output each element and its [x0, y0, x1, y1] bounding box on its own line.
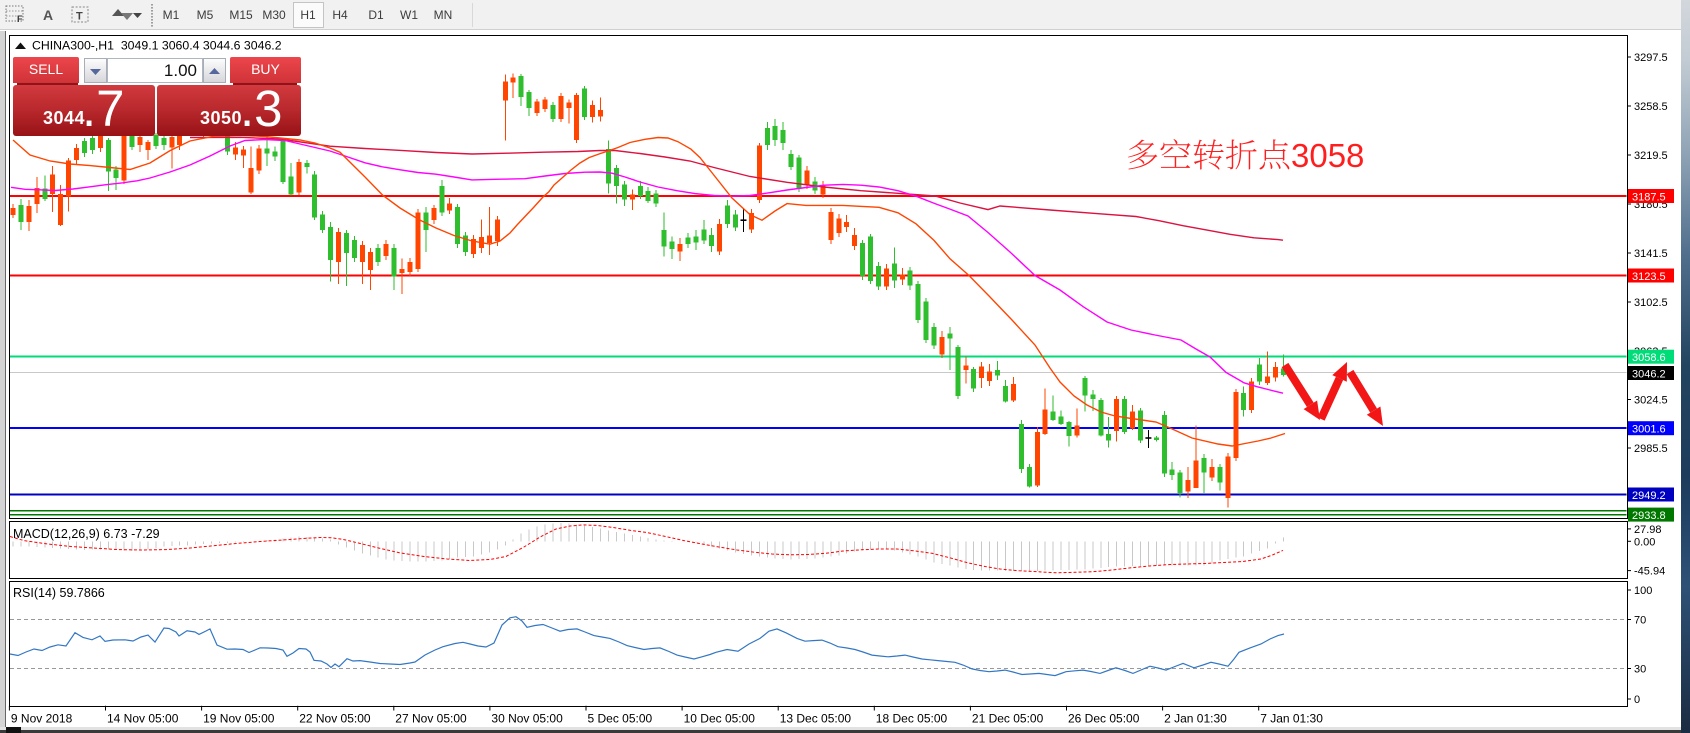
- svg-text:3258.5: 3258.5: [1634, 101, 1668, 113]
- svg-text:22 Nov 05:00: 22 Nov 05:00: [299, 712, 371, 726]
- svg-text:13 Dec 05:00: 13 Dec 05:00: [780, 712, 852, 726]
- svg-text:3024.5: 3024.5: [1634, 395, 1668, 407]
- svg-text:9 Nov 2018: 9 Nov 2018: [11, 712, 73, 726]
- svg-text:3058.6: 3058.6: [1632, 352, 1666, 364]
- svg-text:27.98: 27.98: [1634, 524, 1662, 536]
- svg-text:2949.2: 2949.2: [1632, 490, 1666, 502]
- svg-text:3001.6: 3001.6: [1632, 424, 1666, 436]
- svg-text:3141.5: 3141.5: [1634, 248, 1668, 260]
- svg-text:2933.8: 2933.8: [1632, 510, 1666, 522]
- svg-text:7 Jan 01:30: 7 Jan 01:30: [1260, 712, 1323, 726]
- svg-text:19 Nov 05:00: 19 Nov 05:00: [203, 712, 275, 726]
- svg-text:10 Dec 05:00: 10 Dec 05:00: [684, 712, 756, 726]
- svg-text:3046.2: 3046.2: [1632, 369, 1666, 381]
- svg-text:CHINA300-,H1 3049.1 3060.4 30: CHINA300-,H1 3049.1 3060.4 3044.6 3046.2: [32, 39, 282, 53]
- svg-text:F: F: [17, 14, 23, 24]
- svg-text:3058: 3058: [1291, 137, 1364, 174]
- svg-text:5 Dec 05:00: 5 Dec 05:00: [588, 712, 653, 726]
- svg-text:2985.5: 2985.5: [1634, 443, 1668, 455]
- svg-text:T: T: [76, 11, 83, 23]
- svg-text:18 Dec 05:00: 18 Dec 05:00: [876, 712, 948, 726]
- svg-text:3219.5: 3219.5: [1634, 150, 1668, 162]
- svg-text:A: A: [43, 7, 53, 23]
- svg-text:-45.94: -45.94: [1634, 566, 1665, 578]
- svg-text:3297.5: 3297.5: [1634, 52, 1668, 64]
- svg-text:21 Dec 05:00: 21 Dec 05:00: [972, 712, 1044, 726]
- svg-text:0.00: 0.00: [1634, 536, 1655, 548]
- svg-text:27 Nov 05:00: 27 Nov 05:00: [395, 712, 467, 726]
- svg-text:MACD(12,26,9) 6.73 -7.29: MACD(12,26,9) 6.73 -7.29: [13, 527, 160, 541]
- svg-text:100: 100: [1634, 585, 1652, 597]
- svg-text:3102.5: 3102.5: [1634, 297, 1668, 309]
- svg-text:30 Nov 05:00: 30 Nov 05:00: [491, 712, 563, 726]
- svg-text:70: 70: [1634, 615, 1646, 627]
- svg-text:0: 0: [1634, 694, 1640, 706]
- svg-text:3187.5: 3187.5: [1632, 192, 1666, 204]
- svg-text:RSI(14) 59.7866: RSI(14) 59.7866: [13, 586, 105, 600]
- svg-text:14 Nov 05:00: 14 Nov 05:00: [107, 712, 179, 726]
- svg-text:30: 30: [1634, 664, 1646, 676]
- svg-text:2 Jan 01:30: 2 Jan 01:30: [1164, 712, 1227, 726]
- svg-text:26 Dec 05:00: 26 Dec 05:00: [1068, 712, 1140, 726]
- svg-text:3123.5: 3123.5: [1632, 271, 1666, 283]
